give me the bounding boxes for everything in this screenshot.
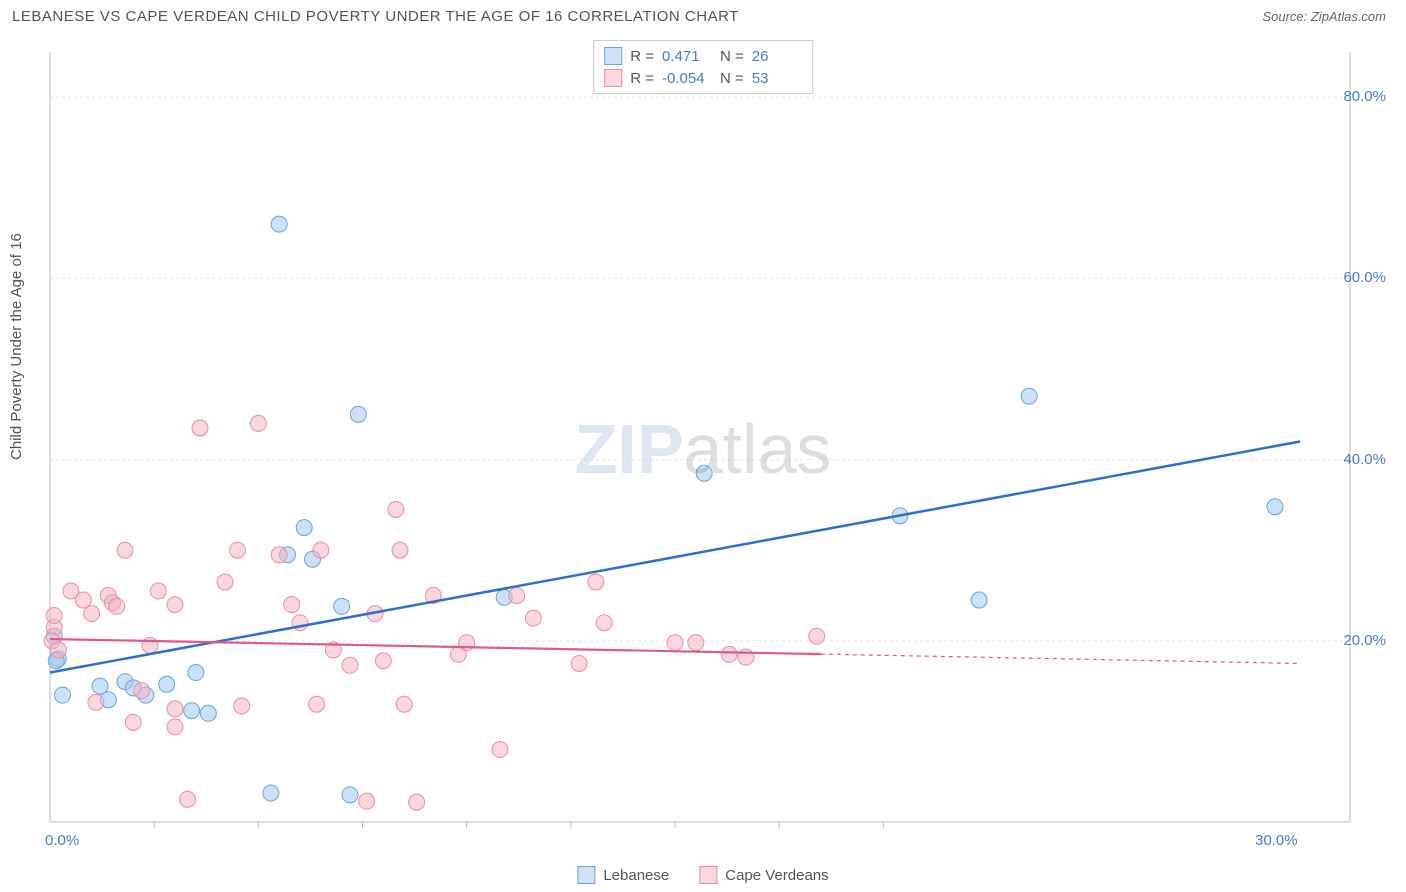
y-tick: 60.0% [1343, 269, 1386, 286]
chart-area: Child Poverty Under the Age of 16 ZIPatl… [0, 40, 1406, 892]
legend-correlation: R =0.471N =26R =-0.054N =53 [593, 40, 813, 94]
legend-series: Lebanese Cape Verdeans [577, 866, 828, 884]
legend-swatch [699, 866, 717, 884]
y-tick: 40.0% [1343, 451, 1386, 468]
x-tick: 0.0% [45, 832, 79, 849]
legend-corr-row: R =-0.054N =53 [604, 67, 802, 89]
legend-corr-row: R =0.471N =26 [604, 45, 802, 67]
y-tick: 80.0% [1343, 88, 1386, 105]
legend-swatch [604, 47, 622, 65]
scatter-chart-svg [0, 40, 1406, 892]
source-label: Source: ZipAtlas.com [1262, 9, 1386, 24]
legend-series-item: Cape Verdeans [699, 866, 828, 884]
y-tick: 20.0% [1343, 632, 1386, 649]
legend-swatch [604, 69, 622, 87]
chart-title: LEBANESE VS CAPE VERDEAN CHILD POVERTY U… [12, 8, 739, 25]
legend-series-item: Lebanese [577, 866, 669, 884]
x-tick: 30.0% [1255, 832, 1298, 849]
legend-swatch [577, 866, 595, 884]
header: LEBANESE VS CAPE VERDEAN CHILD POVERTY U… [0, 0, 1406, 29]
